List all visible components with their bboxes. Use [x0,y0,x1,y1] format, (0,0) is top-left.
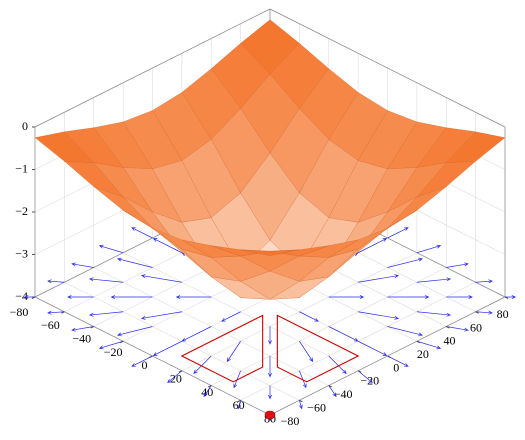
quiver-arrow [416,277,452,283]
z-tick-label: −2 [15,204,28,218]
quiver-arrow [131,227,153,239]
z-tick-label: −1 [15,161,28,175]
quiver-arrow [233,370,241,389]
x-tick-label: −20 [104,345,123,359]
axis-line [34,8,271,128]
quiver-arrow [446,326,469,332]
quiver-arrow [237,400,242,410]
y-tick [299,399,303,403]
quiver-arrow [357,238,388,254]
quiver-arrow [67,295,94,299]
quiver-arrow [387,326,423,337]
quiver-arrow [181,326,212,342]
quiver-arrow [505,295,517,299]
quiver-arrow [387,295,430,299]
quiver-arrow [98,244,124,254]
quiver-arrow [416,244,442,254]
quiver-arrow [203,385,212,398]
quiver-arrow [268,326,272,345]
quiver-arrow [117,326,153,337]
y-tick-label: 80 [497,307,509,321]
quiver-arrow [98,340,124,350]
quiver-arrow [167,370,183,384]
quiver-arrow [416,311,452,317]
quiver-arrow [47,279,65,284]
quiver-arrow [131,355,153,367]
x-tick-label: −80 [10,305,29,319]
quiver-arrow [117,257,153,268]
quiver-arrow [357,340,388,356]
quiver-arrow [140,311,182,320]
y-tick-label: 20 [417,347,429,361]
quiver-arrow [299,341,314,363]
quiver-arrow [328,355,347,374]
x-tick [237,399,241,403]
quiver-arrow [358,311,400,320]
quiver-arrow [47,310,65,315]
quiver-arrow [446,262,469,268]
quiver-arrow [226,341,241,363]
axis-line [269,8,506,128]
quiver-arrow [357,370,373,384]
quiver-arrow [416,340,442,350]
surface-patch [416,161,477,198]
x-tick-label: 0 [141,358,147,372]
surface-patch [269,245,329,257]
z-tick-label: 0 [22,119,28,133]
quiver-arrow [328,295,365,299]
quiver-arrow [387,355,409,367]
y-tick-label: 0 [393,360,399,374]
quiver-arrow [387,257,423,268]
x-tick-label: 20 [170,372,182,386]
z-tick-label: −4 [15,289,28,303]
quiver-arrow [475,310,493,315]
quiver-arrow [358,274,400,283]
quiver-arrow [152,238,183,254]
quiver-arrow [268,356,272,378]
y-tick-label: 60 [470,320,482,334]
surface-patch [240,249,300,256]
quiver-arrow [71,326,94,332]
quiver-arrow [268,385,272,400]
quiver-arrow [193,355,212,374]
region [276,314,360,383]
quiver-arrow [298,400,303,410]
marker-point [264,410,276,420]
quiver-arrow [446,295,473,299]
region [180,314,264,383]
x-tick-label: −40 [72,331,91,345]
surface-patch [387,186,447,229]
quiver-arrow [23,295,35,299]
x-tick-label: 60 [233,398,245,412]
quiver-arrow [88,311,124,317]
quiver-arrow [475,279,493,284]
quiver-arrow [140,274,182,283]
quiver-arrow [328,385,337,398]
z-tick-label: −3 [15,246,28,260]
y-tick-label: −80 [281,414,300,428]
y-tick-label: −40 [334,387,353,401]
y-tick-label: 40 [443,334,455,348]
quiver-arrow [88,277,124,283]
x-tick-label: −60 [41,318,60,332]
quiver-arrow [152,340,183,356]
y-tick-label: −60 [307,400,326,414]
quiver-arrow [328,326,359,342]
surface-patch [445,131,506,163]
quiver-arrow [175,295,212,299]
quiver-arrow [71,262,94,268]
quiver-arrow [221,311,241,322]
quiver-arrow [387,227,409,239]
quiver-arrow [299,311,319,322]
quiver-arrow [299,370,307,389]
quiver-arrow [110,295,153,299]
